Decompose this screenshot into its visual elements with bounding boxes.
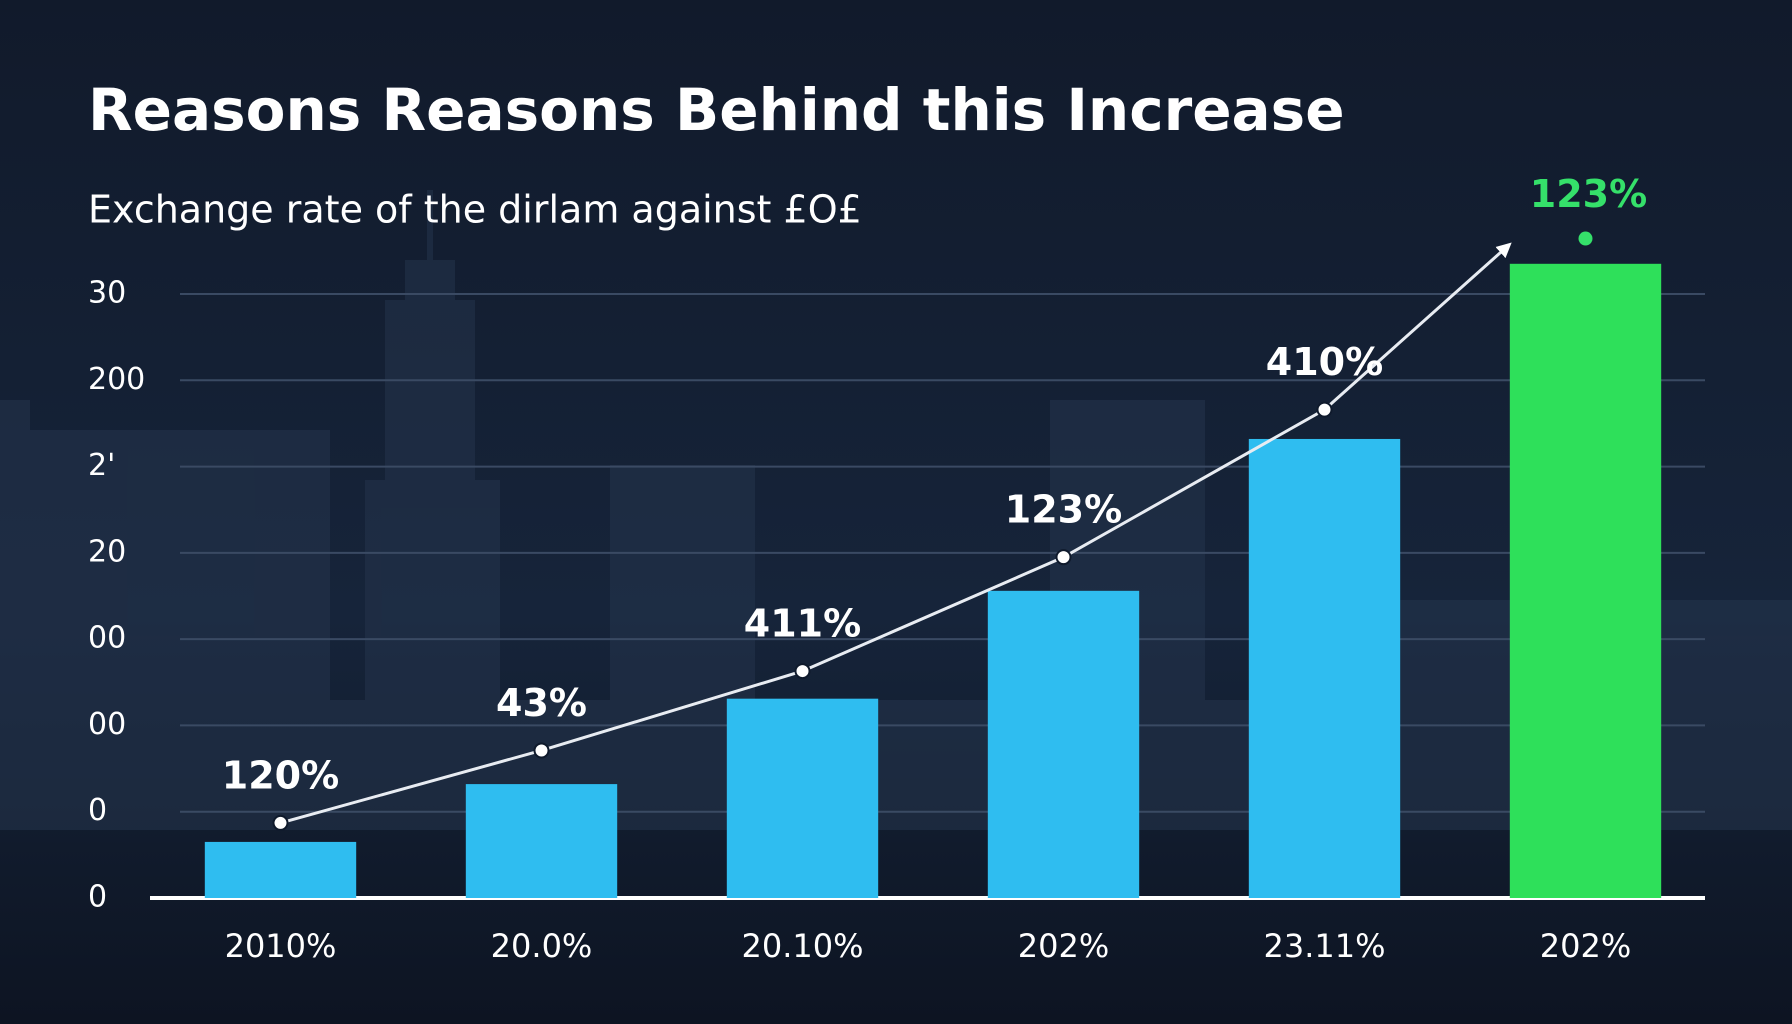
trend-line xyxy=(280,242,1512,825)
trend-point xyxy=(1578,231,1593,246)
data-label: 123% xyxy=(1530,172,1647,216)
y-tick-label: 00 xyxy=(88,707,126,742)
y-tick-label: 30 xyxy=(88,276,126,311)
y-tick-label: 200 xyxy=(88,362,145,397)
trend-point xyxy=(272,814,289,831)
y-tick-label: 00 xyxy=(88,621,126,656)
bar xyxy=(1509,263,1662,898)
trend-point xyxy=(533,742,550,759)
y-tick-label: 0 xyxy=(88,793,107,828)
y-tick-label: 20 xyxy=(88,534,126,569)
bar xyxy=(1248,438,1401,898)
city-skyline xyxy=(0,190,1792,830)
chart-title: Reasons Reasons Behind this Increase xyxy=(88,76,1345,144)
x-tick-label: 20.10% xyxy=(741,927,863,965)
x-tick-label: 202% xyxy=(1018,927,1109,965)
x-tick-label: 202% xyxy=(1540,927,1631,965)
x-tick-label: 23.11% xyxy=(1263,927,1385,965)
data-label: 43% xyxy=(496,681,587,725)
bar xyxy=(987,590,1140,898)
trend-point xyxy=(794,663,811,680)
bar xyxy=(465,784,618,898)
y-tick-label: 2' xyxy=(88,448,115,483)
data-label: 411% xyxy=(744,602,861,646)
bar xyxy=(204,841,357,898)
y-tick-label: 0 xyxy=(88,880,107,915)
data-label: 123% xyxy=(1005,488,1122,532)
data-label: 120% xyxy=(222,753,339,797)
bar xyxy=(726,698,879,898)
trend-point xyxy=(1316,401,1333,418)
x-tick-label: 20.0% xyxy=(491,927,593,965)
trend-point xyxy=(1055,549,1072,566)
data-label: 410% xyxy=(1266,340,1383,384)
x-tick-label: 2010% xyxy=(225,927,337,965)
chart-subtitle: Exchange rate of the dirlam against £O£ xyxy=(88,188,862,232)
